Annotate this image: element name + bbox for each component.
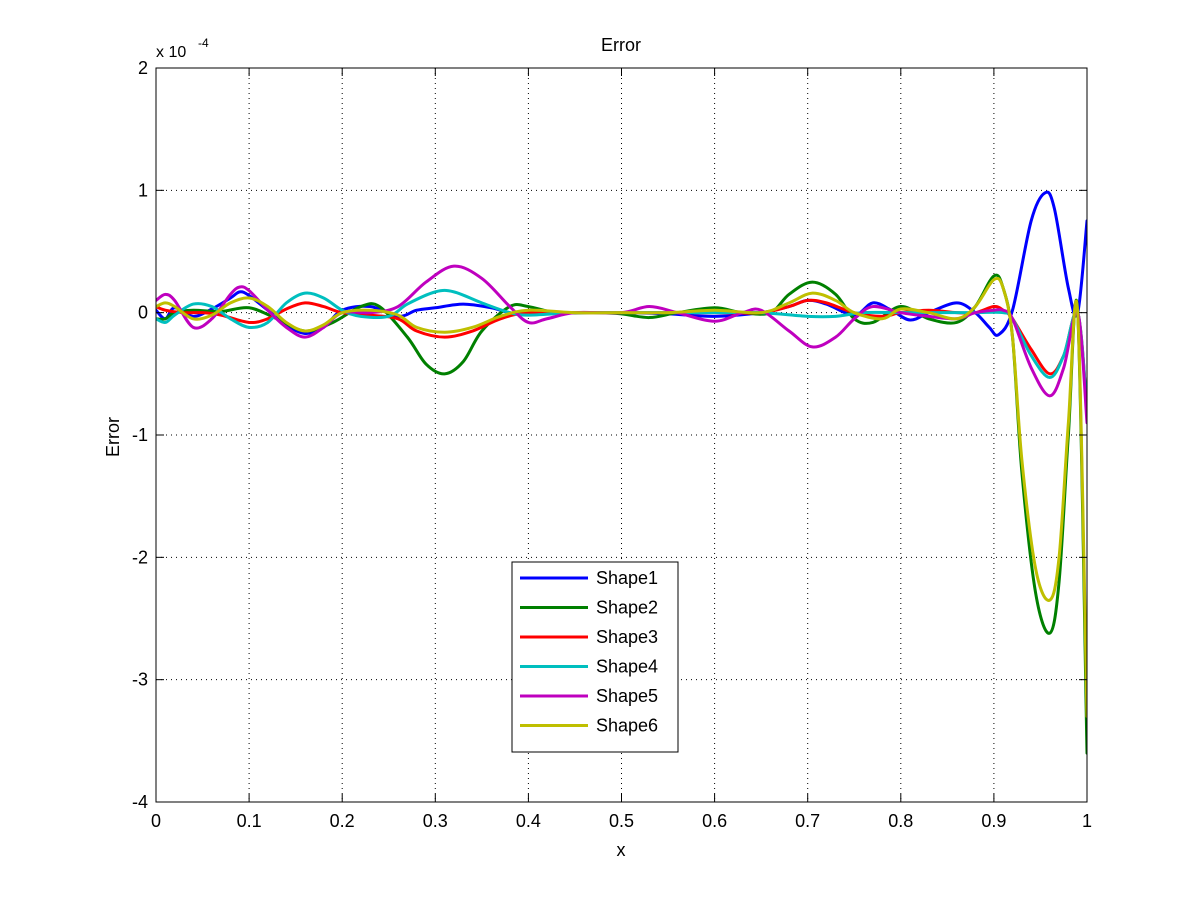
x-tick-label: 0.4 bbox=[516, 811, 541, 831]
legend-label: Shape5 bbox=[596, 686, 658, 706]
legend-label: Shape3 bbox=[596, 627, 658, 647]
x-tick-label: 0.9 bbox=[981, 811, 1006, 831]
legend-label: Shape1 bbox=[596, 568, 658, 588]
y-tick-label: -4 bbox=[132, 792, 148, 812]
y-tick-label: 2 bbox=[138, 58, 148, 78]
y-tick-label: -2 bbox=[132, 547, 148, 567]
legend-label: Shape4 bbox=[596, 657, 658, 677]
series-line-shape6 bbox=[156, 276, 1087, 718]
legend: Shape1 Shape2 Shape3 Shape4 Shape5 Shape6 bbox=[511, 561, 679, 753]
x-tick-label: 0.6 bbox=[702, 811, 727, 831]
legend-box bbox=[511, 561, 679, 753]
x-tick-label: 1 bbox=[1082, 811, 1092, 831]
x-tick-label: 0.1 bbox=[237, 811, 262, 831]
series-lines bbox=[156, 190, 1087, 755]
x-tick-label: 0.7 bbox=[795, 811, 820, 831]
x-tick-label: 0.8 bbox=[888, 811, 913, 831]
legend-label: Shape6 bbox=[596, 716, 658, 736]
chart-title: Error bbox=[601, 35, 641, 55]
y-tick-label: -1 bbox=[132, 425, 148, 445]
legend-label: Shape2 bbox=[596, 598, 658, 618]
axis-ticks: 0 0.1 0.2 0.3 0.4 0.5 0.6 0.7 0.8 0.9 1 -4 -3 -2 -1 0 1 2 bbox=[132, 58, 1092, 831]
y-tick-label: 1 bbox=[138, 180, 148, 200]
y-tick-label: -3 bbox=[132, 670, 148, 690]
x-axis-label: x bbox=[617, 840, 626, 860]
x-tick-label: 0.3 bbox=[423, 811, 448, 831]
y-multiplier-label: x 10 bbox=[156, 44, 186, 61]
y-axis-label: Error bbox=[103, 417, 123, 457]
x-tick-label: 0.2 bbox=[330, 811, 355, 831]
y-tick-label: 0 bbox=[138, 303, 148, 323]
x-tick-label: 0 bbox=[151, 811, 161, 831]
y-multiplier-exponent: -4 bbox=[198, 36, 209, 50]
x-tick-label: 0.5 bbox=[609, 811, 634, 831]
